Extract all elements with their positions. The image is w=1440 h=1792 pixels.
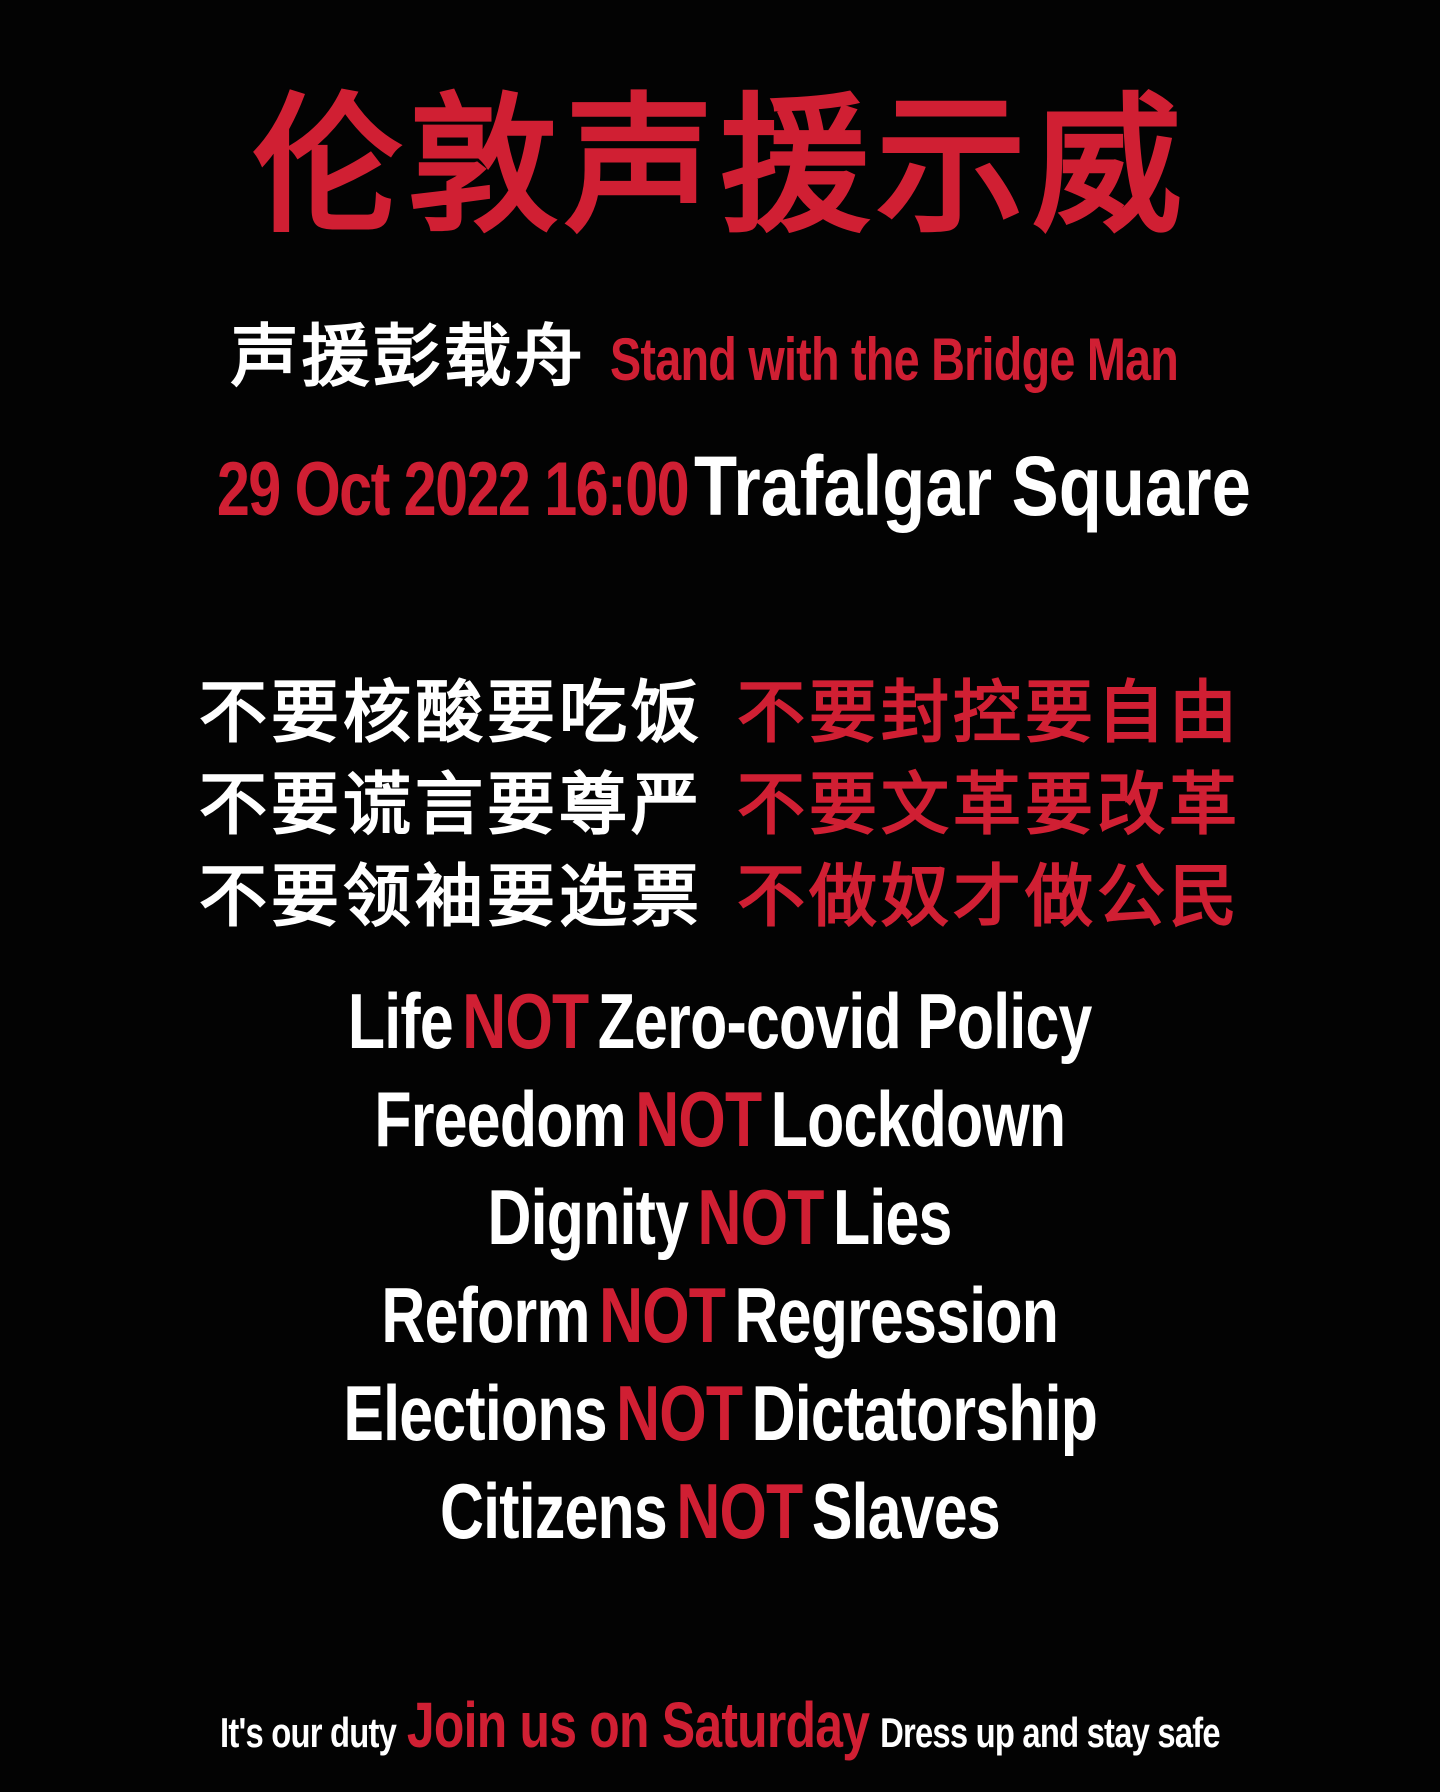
slogan-before: Elections: [343, 1369, 607, 1457]
slogan-not: NOT: [599, 1271, 726, 1359]
footer-right: Dress up and stay safe: [880, 1709, 1220, 1756]
slogan-not: NOT: [615, 1369, 743, 1457]
event-location: Trafalgar Square: [693, 439, 1251, 533]
chinese-slogan-row: 不要谎言要尊严 不要文革要改革: [0, 760, 1440, 852]
english-slogan-row: Citizens NOT Slaves: [0, 1462, 1440, 1560]
chinese-slogan-left: 不要核酸要吃饭: [198, 674, 703, 753]
english-slogan-row: Reform NOT Regression: [0, 1266, 1440, 1364]
chinese-slogan-left: 不要谎言要尊严: [198, 766, 703, 845]
slogan-before: Citizens: [440, 1467, 668, 1555]
poster-title: 伦敦声援示威: [251, 80, 1188, 254]
chinese-slogan-row: 不要核酸要吃饭 不要封控要自由: [0, 668, 1440, 760]
english-slogans: Life NOT Zero-covid Policy Freedom NOT Lockd…: [0, 972, 1440, 1560]
chinese-slogan-right: 不要封控要自由: [737, 674, 1242, 753]
slogan-after: Dictatorship: [751, 1369, 1097, 1457]
footer-left: It's our duty: [220, 1709, 397, 1756]
subtitle-line: 声援彭载舟 Stand with the Bridge Man: [0, 318, 1440, 400]
slogan-before: Reform: [381, 1271, 591, 1359]
chinese-slogan-right: 不做奴才做公民: [737, 858, 1242, 937]
slogan-not: NOT: [698, 1173, 825, 1261]
chinese-slogan-left: 不要领袖要选票: [198, 858, 703, 937]
slogan-not: NOT: [676, 1467, 803, 1555]
slogan-not: NOT: [462, 977, 590, 1065]
slogan-before: Life: [348, 977, 454, 1065]
slogan-after: Zero-covid Policy: [597, 977, 1093, 1065]
slogan-after: Regression: [734, 1271, 1059, 1359]
subtitle-english: Stand with the Bridge Man: [609, 326, 1179, 393]
english-slogan-row: Life NOT Zero-covid Policy: [0, 972, 1440, 1070]
slogan-not: NOT: [635, 1075, 762, 1163]
slogan-before: Freedom: [374, 1075, 627, 1163]
slogan-after: Slaves: [811, 1467, 1001, 1555]
footer-call-to-action: Join us on Saturday: [407, 1689, 870, 1761]
subtitle-chinese: 声援彭载舟: [230, 318, 586, 397]
chinese-slogan-right: 不要文革要改革: [737, 766, 1242, 845]
footer-line: It's our duty Join us on Saturday Dress up…: [0, 1690, 1440, 1778]
slogan-before: Dignity: [487, 1173, 689, 1261]
slogan-after: Lies: [833, 1173, 953, 1261]
english-slogan-row: Dignity NOT Lies: [0, 1168, 1440, 1266]
event-datetime: 29 Oct 2022 16:00: [216, 447, 689, 532]
chinese-slogans: 不要核酸要吃饭 不要封控要自由 不要谎言要尊严 不要文革要改革 不要领袖要选票 不做奴…: [0, 668, 1440, 944]
english-slogan-row: Elections NOT Dictatorship: [0, 1364, 1440, 1462]
chinese-slogan-row: 不要领袖要选票 不做奴才做公民: [0, 852, 1440, 944]
slogan-after: Lockdown: [770, 1075, 1066, 1163]
event-details: 29 Oct 2022 16:00Trafalgar Square: [0, 440, 1440, 557]
english-slogan-row: Freedom NOT Lockdown: [0, 1070, 1440, 1168]
